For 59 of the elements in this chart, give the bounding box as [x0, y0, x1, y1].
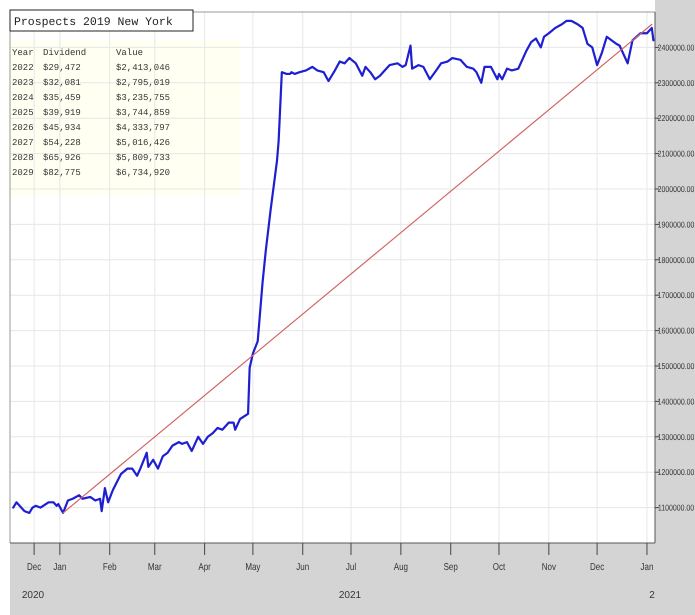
x-tick-label: Jun — [296, 561, 310, 572]
annotation: 2022 — [12, 63, 34, 73]
x-tick-label: Jan — [53, 561, 66, 572]
annotation: 2029 — [12, 168, 34, 178]
y-tick-label: 1500000.00 — [658, 361, 695, 372]
annotation: $82,775 — [43, 168, 81, 178]
y-tick-label: 2300000.00 — [658, 78, 695, 88]
annotation: $5,016,426 — [116, 138, 170, 148]
chart-title: Prospects 2019 New York — [14, 16, 173, 29]
x-tick-label: Jul — [346, 561, 356, 572]
y-tick-label: 1300000.00 — [658, 432, 695, 442]
annotation: 2026 — [12, 123, 34, 133]
annotation: 2023 — [12, 78, 34, 88]
x-tick-label: May — [245, 561, 261, 572]
annotation: $6,734,920 — [116, 168, 170, 178]
annotation: 2027 — [12, 138, 34, 148]
annotation: $3,235,755 — [116, 93, 170, 103]
annotation: 2024 — [12, 93, 34, 103]
y-tick-label: 1800000.00 — [658, 255, 695, 265]
annotation: Value — [116, 48, 144, 58]
annotation: $2,795,019 — [116, 78, 170, 88]
annotation: $54,228 — [43, 138, 81, 148]
annotation: Year — [12, 48, 34, 58]
y-tick-label: 2000000.00 — [658, 184, 695, 194]
y-tick-label: 2100000.00 — [658, 148, 695, 159]
annotation: $29,472 — [43, 63, 81, 73]
x-tick-label: Apr — [198, 561, 211, 572]
annotation: $45,934 — [43, 123, 81, 133]
y-tick-label: 1900000.00 — [658, 220, 695, 230]
text: 2020 — [22, 590, 45, 601]
text: 2021 — [338, 590, 362, 601]
y-tick-label: 1100000.00 — [658, 502, 695, 513]
annotation: $2,413,046 — [116, 63, 170, 73]
x-tick-label: Dec — [590, 561, 605, 572]
annotation: $3,744,859 — [116, 108, 170, 118]
y-tick-label: 2200000.00 — [658, 114, 695, 124]
annotation: $65,926 — [43, 153, 81, 163]
x-tick-label: Nov — [542, 561, 556, 572]
annotation: 2028 — [12, 153, 34, 163]
x-tick-label: Feb — [102, 561, 117, 572]
annotation: $35,459 — [43, 93, 81, 103]
annotation: $39,919 — [43, 108, 81, 118]
annotation: 2025 — [12, 108, 34, 118]
x-tick-label: Dec — [27, 561, 42, 572]
annotation: $5,809,733 — [116, 153, 170, 163]
x-tick-label: Jan — [640, 561, 654, 572]
x-tick-label: Sep — [444, 561, 458, 572]
y-tick-label: 1700000.00 — [658, 290, 695, 300]
y-tick-label: 1400000.00 — [658, 396, 695, 407]
y-tick-label: 1200000.00 — [658, 468, 695, 478]
annotation: Dividend — [43, 48, 86, 58]
y-tick-label: 2400000.00 — [658, 42, 695, 53]
x-tick-label: Oct — [492, 561, 506, 572]
text: 2 — [649, 590, 656, 601]
annotation: $32,081 — [43, 78, 81, 88]
y-tick-label: 1600000.00 — [658, 326, 695, 336]
x-tick-label: Aug — [394, 561, 408, 572]
annotation: $4,333,797 — [116, 123, 170, 133]
x-tick-label: Mar — [148, 561, 162, 572]
